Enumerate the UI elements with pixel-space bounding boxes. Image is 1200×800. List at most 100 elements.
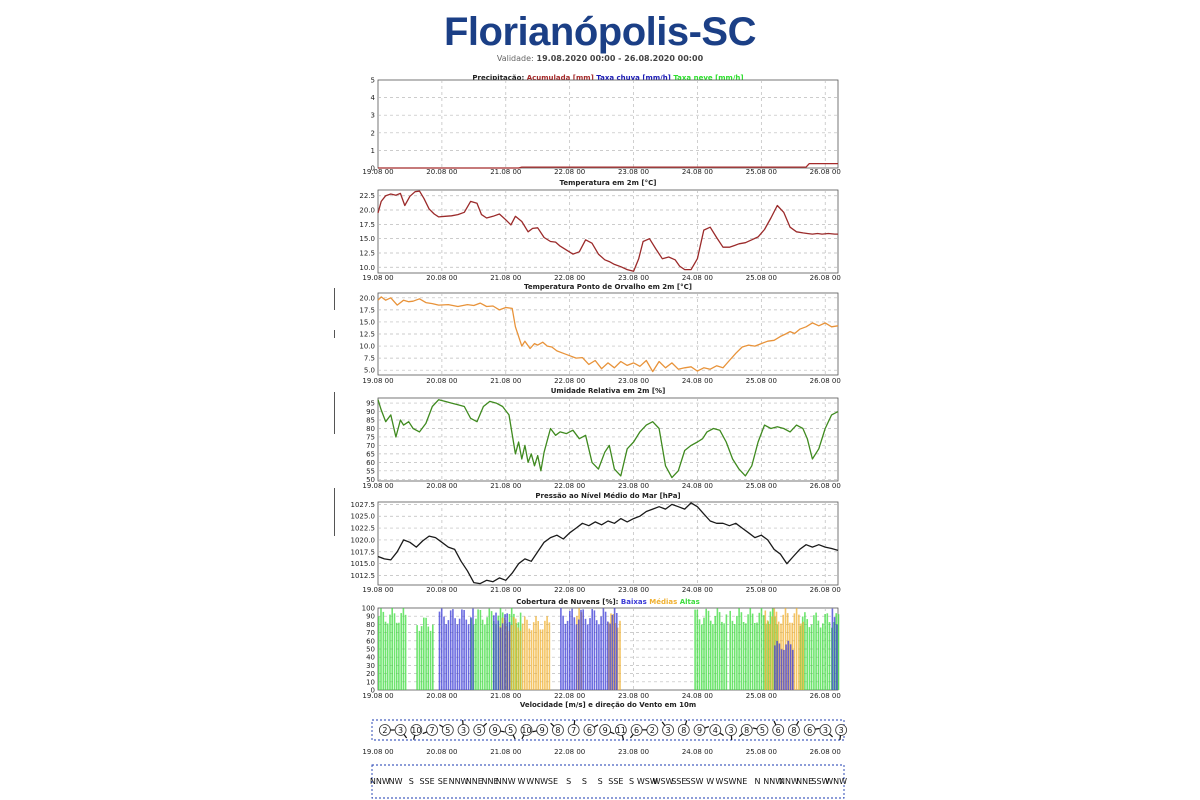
clouds-bar bbox=[560, 608, 562, 690]
clouds-bar bbox=[530, 630, 533, 690]
clouds-bar bbox=[792, 649, 794, 690]
wind-direction-arrow bbox=[795, 720, 800, 726]
clouds-bar bbox=[793, 613, 796, 690]
wind-direction-arrow bbox=[610, 731, 615, 735]
clouds-bar bbox=[598, 624, 600, 690]
clouds-bar bbox=[506, 613, 508, 690]
clouds-bar bbox=[521, 623, 524, 690]
clouds-bar bbox=[824, 614, 826, 690]
wind-direction-label: S bbox=[409, 777, 414, 786]
clouds-x-tick-label: 22.08 00 bbox=[554, 692, 585, 700]
wind-direction-arrow bbox=[815, 727, 820, 730]
temp-title: Temperatura em 2m [°C] bbox=[560, 179, 657, 187]
clouds-bar bbox=[611, 614, 614, 690]
wind-speed-label: 5 bbox=[477, 726, 482, 735]
clouds-bar bbox=[813, 615, 815, 690]
wind-direction-arrow bbox=[828, 733, 834, 738]
precip-title: Precipitação: Acumulada [mm] Taxa chuva … bbox=[472, 74, 743, 82]
wind-speed-circle bbox=[646, 724, 659, 736]
clouds-bar bbox=[831, 608, 834, 690]
clouds-y-tick-label: 30 bbox=[366, 662, 375, 670]
dew-x-tick-label: 23.08 00 bbox=[618, 377, 649, 385]
wind-direction-label: WNW bbox=[526, 777, 548, 786]
clouds-bar bbox=[723, 623, 725, 690]
clouds-bar bbox=[725, 614, 728, 690]
wind-direction-arrow bbox=[439, 724, 444, 728]
wind-direction-label: W bbox=[706, 777, 714, 786]
clouds-bar bbox=[760, 608, 763, 690]
temp-x-tick-label: 20.08 00 bbox=[426, 274, 457, 282]
wind-speed-circle bbox=[567, 724, 580, 736]
clouds-bar bbox=[774, 645, 776, 690]
clouds-bar bbox=[429, 630, 432, 690]
temp-title-part-0: Temperatura em 2m [°C] bbox=[560, 179, 657, 187]
rh-y-tick-label: 55 bbox=[366, 467, 375, 475]
wind-speed-label: 10 bbox=[521, 726, 531, 735]
wind-direction-arrow bbox=[738, 733, 743, 738]
precip-y-tick-label: 5 bbox=[371, 77, 375, 85]
clouds-bar bbox=[798, 614, 800, 690]
temp-y-tick-label: 22.5 bbox=[359, 192, 375, 200]
wind-x-tick-label: 24.08 00 bbox=[682, 748, 713, 756]
clouds-bar bbox=[616, 613, 618, 690]
clouds-bar bbox=[600, 616, 602, 690]
precip-y-tick-label: 1 bbox=[371, 147, 375, 155]
clouds-bar bbox=[701, 624, 703, 690]
dew-y-tick-label: 10.0 bbox=[359, 343, 375, 351]
dew-y-tick-label: 7.5 bbox=[364, 355, 375, 363]
clouds-bar bbox=[694, 609, 696, 690]
validity-value: 19.08.2020 00:00 - 26.08.2020 00:00 bbox=[536, 54, 704, 63]
clouds-bar bbox=[586, 624, 589, 690]
clouds-bar bbox=[566, 620, 569, 690]
clouds-bar bbox=[420, 626, 423, 690]
wind-speed-label: 6 bbox=[634, 726, 639, 735]
clouds-bar bbox=[815, 612, 817, 690]
dew-x-tick-label: 26.08 00 bbox=[810, 377, 841, 385]
clouds-bar bbox=[395, 622, 398, 690]
wind-speed-circle bbox=[552, 724, 564, 736]
clouds-bar bbox=[481, 619, 484, 690]
clouds-bar bbox=[493, 615, 495, 690]
clouds-bar bbox=[764, 610, 767, 690]
precip-y-tick-label: 4 bbox=[371, 94, 376, 102]
wind-speed-label: 9 bbox=[492, 726, 497, 735]
wind-direction-arrow bbox=[704, 726, 710, 729]
clouds-bar bbox=[751, 613, 754, 690]
wind-speed-label: 6 bbox=[807, 726, 812, 735]
clouds-bar bbox=[512, 617, 515, 690]
clouds-bar bbox=[736, 615, 738, 690]
clouds-bar bbox=[440, 608, 443, 690]
temp-x-tick-label: 23.08 00 bbox=[618, 274, 649, 282]
clouds-bar bbox=[475, 618, 477, 690]
clouds-x-tick-label: 23.08 00 bbox=[618, 692, 649, 700]
clouds-x-tick-label: 26.08 00 bbox=[810, 692, 841, 700]
clouds-bar bbox=[703, 617, 705, 690]
clouds-bar bbox=[443, 616, 445, 690]
wind-speed-label: 3 bbox=[398, 726, 403, 735]
wind-direction-label: NE bbox=[736, 777, 747, 786]
clouds-bar bbox=[380, 608, 382, 690]
rh-x-tick-label: 19.08 00 bbox=[362, 482, 393, 490]
clouds-bar bbox=[810, 624, 813, 690]
rh-x-tick-label: 20.08 00 bbox=[426, 482, 457, 490]
clouds-bar bbox=[479, 610, 482, 690]
wind-speed-circle bbox=[489, 724, 501, 736]
wind-direction-arrow bbox=[661, 721, 666, 726]
clouds-bar bbox=[452, 609, 454, 690]
clouds-bar bbox=[591, 609, 593, 690]
temp-y-tick-label: 10.0 bbox=[359, 264, 375, 272]
clouds-bar bbox=[766, 620, 769, 690]
wind-speed-circle bbox=[441, 724, 454, 736]
wind-direction-box bbox=[371, 764, 845, 799]
wind-speed-circle bbox=[740, 724, 753, 736]
mslp-x-tick-label: 26.08 00 bbox=[810, 586, 841, 594]
wind-direction-label: N bbox=[754, 777, 760, 786]
clouds-bar bbox=[733, 624, 736, 690]
clouds-bar bbox=[593, 610, 596, 690]
wind-title: Velocidade [m/s] e direção do Vento em 1… bbox=[520, 701, 696, 709]
wind-direction-label: S bbox=[598, 777, 603, 786]
wind-speed-label: 5 bbox=[760, 726, 765, 735]
precip-x-tick-label: 25.08 00 bbox=[746, 168, 777, 176]
precip-x-tick-label: 23.08 00 bbox=[618, 168, 649, 176]
clouds-bar bbox=[423, 617, 425, 690]
